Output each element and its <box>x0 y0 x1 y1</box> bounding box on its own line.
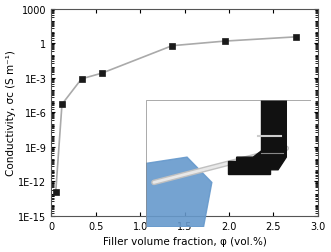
Polygon shape <box>237 101 286 170</box>
X-axis label: Filler volume fraction, φ (vol.%): Filler volume fraction, φ (vol.%) <box>103 237 266 246</box>
Polygon shape <box>261 96 286 101</box>
Y-axis label: Conductivity, σᴄ (S m⁻¹): Conductivity, σᴄ (S m⁻¹) <box>6 50 16 176</box>
Polygon shape <box>228 161 270 174</box>
Polygon shape <box>146 158 212 227</box>
